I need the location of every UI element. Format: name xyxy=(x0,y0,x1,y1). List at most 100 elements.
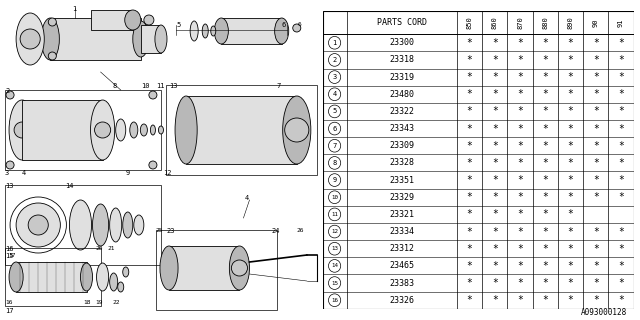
Text: *: * xyxy=(542,72,548,82)
Text: *: * xyxy=(517,295,523,305)
Ellipse shape xyxy=(123,267,129,277)
Circle shape xyxy=(328,191,340,204)
Circle shape xyxy=(144,15,154,25)
Text: *: * xyxy=(492,72,498,82)
Ellipse shape xyxy=(41,18,60,60)
Text: 23: 23 xyxy=(166,228,175,234)
Text: *: * xyxy=(593,244,598,254)
Ellipse shape xyxy=(202,24,208,38)
Circle shape xyxy=(232,260,248,276)
Text: *: * xyxy=(492,175,498,185)
Text: *: * xyxy=(568,227,573,236)
Text: 8: 8 xyxy=(113,83,117,89)
Text: *: * xyxy=(568,209,573,220)
Text: *: * xyxy=(492,124,498,133)
Text: 24: 24 xyxy=(271,228,280,234)
Text: *: * xyxy=(618,278,624,288)
Bar xyxy=(156,230,276,310)
Circle shape xyxy=(20,29,40,49)
Ellipse shape xyxy=(109,273,118,291)
Text: *: * xyxy=(568,38,573,48)
Text: 9: 9 xyxy=(332,177,337,183)
Text: 14: 14 xyxy=(65,183,74,189)
Text: *: * xyxy=(568,261,573,271)
Text: *: * xyxy=(467,175,472,185)
Text: *: * xyxy=(593,38,598,48)
Text: *: * xyxy=(542,38,548,48)
Text: 10: 10 xyxy=(331,195,338,200)
Text: *: * xyxy=(568,192,573,202)
Ellipse shape xyxy=(69,200,92,250)
Circle shape xyxy=(328,140,340,152)
Text: *: * xyxy=(593,124,598,133)
Circle shape xyxy=(48,18,56,26)
Text: *: * xyxy=(593,107,598,116)
Text: 1: 1 xyxy=(72,6,77,12)
Text: 23334: 23334 xyxy=(389,227,414,236)
Ellipse shape xyxy=(116,119,125,141)
Text: 23321: 23321 xyxy=(389,210,414,219)
Text: 6: 6 xyxy=(332,125,337,132)
Text: *: * xyxy=(568,295,573,305)
Text: *: * xyxy=(593,227,598,236)
Circle shape xyxy=(48,52,56,60)
Text: *: * xyxy=(467,158,472,168)
Bar xyxy=(22,100,102,160)
Circle shape xyxy=(328,105,340,118)
Text: 23312: 23312 xyxy=(389,244,414,253)
Text: *: * xyxy=(568,158,573,168)
Ellipse shape xyxy=(118,282,124,292)
Text: *: * xyxy=(542,107,548,116)
Text: 2: 2 xyxy=(332,57,337,63)
Text: *: * xyxy=(568,278,573,288)
Text: *: * xyxy=(467,55,472,65)
Text: 3: 3 xyxy=(5,170,10,176)
Circle shape xyxy=(328,36,340,49)
Text: *: * xyxy=(542,55,548,65)
Ellipse shape xyxy=(283,96,311,164)
Circle shape xyxy=(328,122,340,135)
Text: *: * xyxy=(517,175,523,185)
Bar xyxy=(5,248,100,306)
Text: *: * xyxy=(492,192,498,202)
Text: 13: 13 xyxy=(5,183,13,189)
Text: *: * xyxy=(492,38,498,48)
Text: *: * xyxy=(542,295,548,305)
Circle shape xyxy=(328,53,340,66)
Text: *: * xyxy=(618,107,624,116)
Text: *: * xyxy=(618,261,624,271)
Text: 90: 90 xyxy=(593,19,599,27)
Text: 14: 14 xyxy=(331,263,338,268)
Bar xyxy=(141,25,161,53)
Text: *: * xyxy=(467,38,472,48)
Text: 7: 7 xyxy=(332,143,337,149)
Text: 23309: 23309 xyxy=(389,141,414,150)
Circle shape xyxy=(328,225,340,238)
Circle shape xyxy=(28,215,48,235)
Text: 17: 17 xyxy=(5,308,13,314)
Text: 1: 1 xyxy=(332,40,337,46)
Text: *: * xyxy=(517,55,523,65)
Text: 23319: 23319 xyxy=(389,73,414,82)
Text: *: * xyxy=(517,107,523,116)
Text: *: * xyxy=(593,141,598,151)
Text: *: * xyxy=(618,244,624,254)
Text: 22: 22 xyxy=(113,300,120,305)
Circle shape xyxy=(149,161,157,169)
Text: 11: 11 xyxy=(156,83,164,89)
Text: *: * xyxy=(542,209,548,220)
Text: 23343: 23343 xyxy=(389,124,414,133)
Text: *: * xyxy=(517,124,523,133)
Text: *: * xyxy=(542,124,548,133)
Text: *: * xyxy=(542,158,548,168)
Circle shape xyxy=(328,156,340,169)
Text: 12: 12 xyxy=(163,170,172,176)
Text: 16: 16 xyxy=(5,300,13,305)
Text: 850: 850 xyxy=(467,16,472,29)
Ellipse shape xyxy=(9,262,23,292)
Text: *: * xyxy=(618,295,624,305)
Ellipse shape xyxy=(229,246,250,290)
Text: *: * xyxy=(492,89,498,99)
Text: 890: 890 xyxy=(568,16,573,29)
Text: *: * xyxy=(568,175,573,185)
